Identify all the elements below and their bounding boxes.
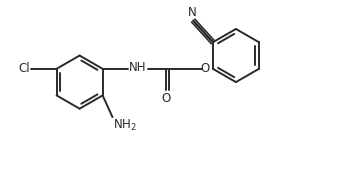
- Text: NH: NH: [129, 61, 147, 74]
- Text: N: N: [188, 6, 197, 19]
- Text: O: O: [161, 92, 170, 105]
- Text: Cl: Cl: [19, 62, 30, 75]
- Text: O: O: [200, 62, 210, 75]
- Text: NH$_2$: NH$_2$: [114, 118, 137, 133]
